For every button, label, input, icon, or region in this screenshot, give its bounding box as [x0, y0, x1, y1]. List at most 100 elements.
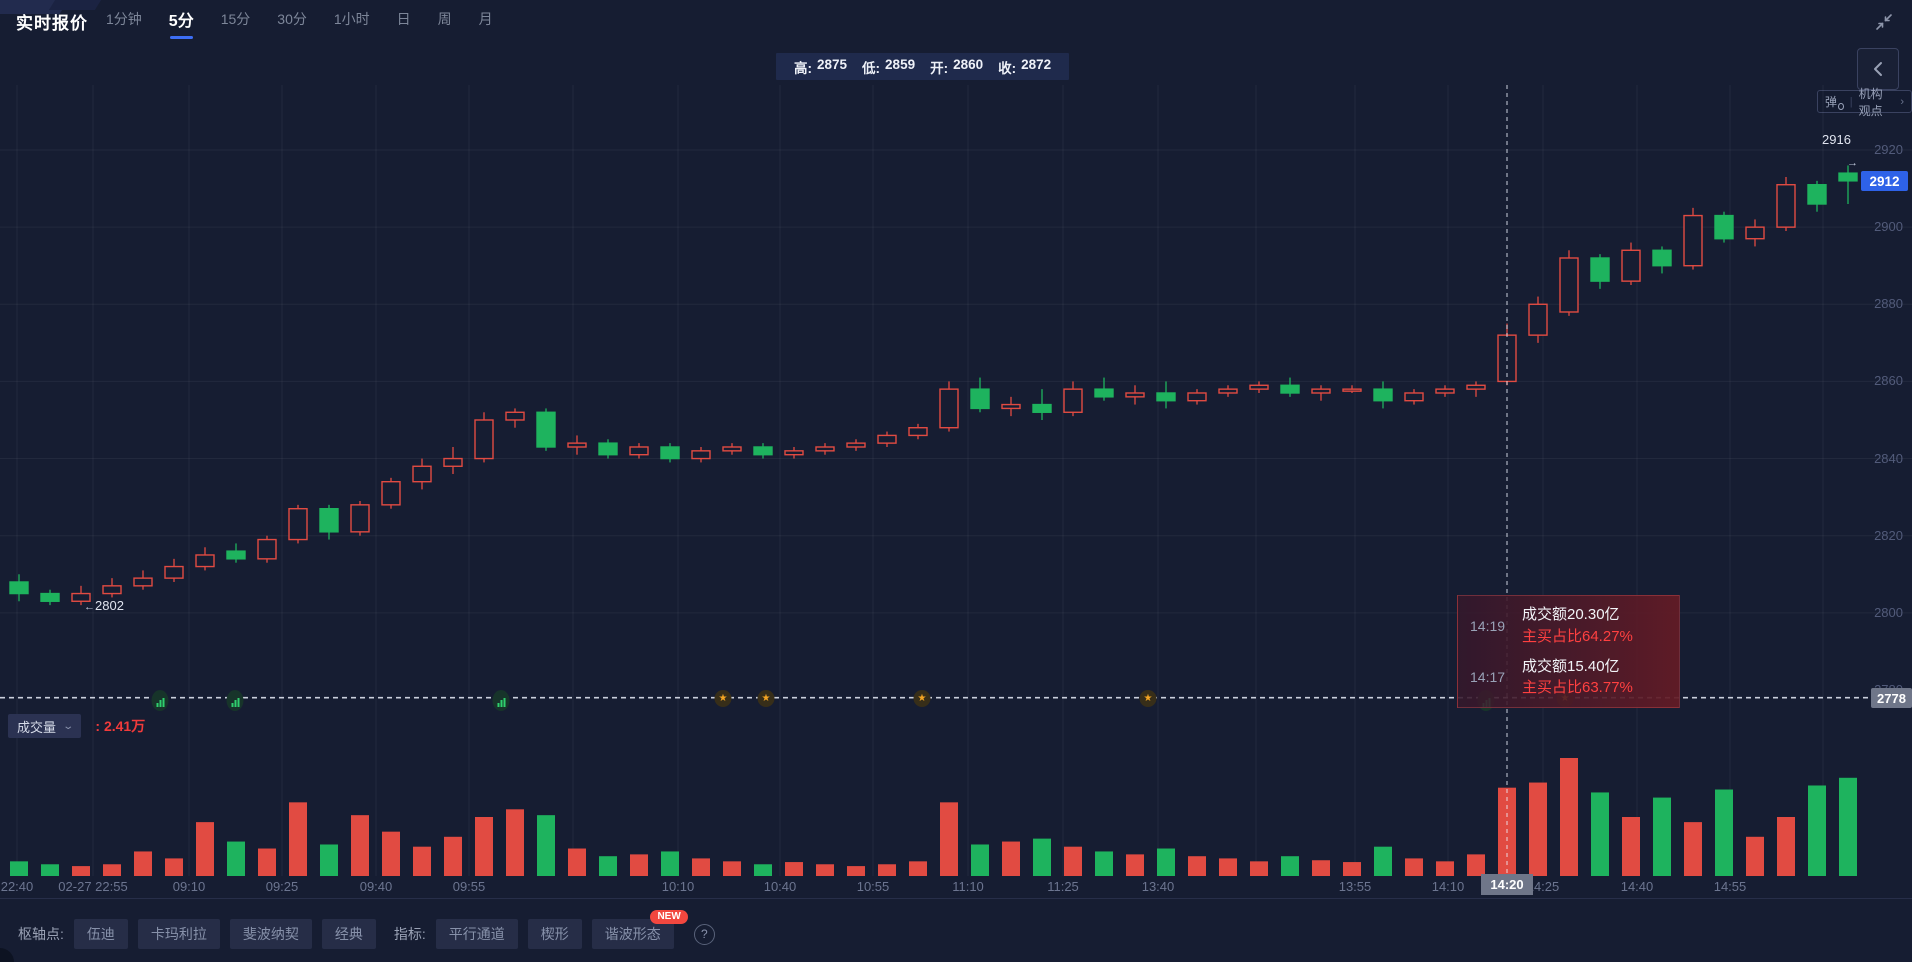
danmaku-bubble-icon: [1838, 102, 1844, 110]
event-marker-star-icon[interactable]: ★: [913, 690, 931, 707]
interval-tab[interactable]: 15分: [220, 11, 251, 27]
price-axis-label: 2800: [1874, 604, 1903, 620]
low-price-marker: ←2802: [84, 598, 124, 613]
volume-indicator-button[interactable]: 成交量 ⌄: [8, 714, 82, 738]
tooltip-turnover: 成交额15.40亿: [1522, 657, 1620, 675]
tooltip-turnover: 成交额20.30亿: [1522, 606, 1620, 623]
axis-separator: [0, 898, 1912, 899]
high-price-marker: 2916: [1822, 132, 1851, 147]
divider: |: [1849, 95, 1853, 108]
ohlc-value: 2872: [1021, 56, 1052, 72]
pivot-label: 枢轴点:: [18, 926, 64, 942]
ohlc-label: 低:: [862, 60, 881, 76]
event-marker-star-icon[interactable]: ★: [714, 690, 732, 707]
tooltip-time: 14:19: [1470, 617, 1506, 634]
institution-view-toggle[interactable]: 弹 | 机构观点 ›: [1817, 87, 1912, 118]
interval-tab[interactable]: 1分钟: [106, 11, 142, 27]
grid: [0, 85, 1912, 876]
price-axis-label: 2840: [1874, 450, 1903, 466]
event-marker-star-icon[interactable]: ★: [757, 690, 775, 707]
interval-tab[interactable]: 日: [396, 11, 411, 27]
new-badge: NEW: [650, 910, 688, 924]
ohlc-label: 收:: [998, 60, 1017, 76]
interval-tab[interactable]: 5分: [169, 7, 194, 39]
x-axis-label: 10:10: [661, 879, 695, 894]
pivot-button[interactable]: 卡玛利拉: [137, 919, 220, 949]
event-marker-star-icon[interactable]: ★: [1139, 690, 1157, 707]
x-axis-label: 11:10: [952, 879, 984, 894]
interval-tab[interactable]: 周: [437, 11, 452, 27]
x-axis-label: 14:40: [1620, 879, 1654, 894]
low-arrow-icon: ←: [84, 601, 95, 613]
pivot-button[interactable]: 经典: [321, 919, 376, 949]
price-axis-label: 2820: [1874, 527, 1903, 543]
pivot-button[interactable]: 斐波纳契: [229, 919, 312, 949]
x-axis-label: 14:55: [1713, 879, 1747, 894]
x-axis-label: 11:25: [1047, 879, 1079, 894]
growth-bars-icon: [231, 698, 239, 707]
interval-tab[interactable]: 月: [478, 11, 493, 27]
tooltip: 14:19 成交额20.30亿 主买占比64.27% 14:17 成交额15.40亿 主买…: [1457, 595, 1680, 708]
back-button[interactable]: [1857, 48, 1899, 90]
price-axis-label: 2900: [1874, 219, 1903, 235]
pivot-button[interactable]: 伍迪: [73, 919, 128, 949]
x-axis-label: 10:40: [763, 879, 797, 894]
x-axis-label: 02-27 22:55: [58, 879, 128, 894]
current-price-badge: 2912: [1861, 171, 1908, 191]
growth-bars-icon: [497, 698, 505, 707]
chevron-down-icon: ⌄: [62, 720, 75, 732]
x-axis-label: 10:55: [856, 879, 890, 894]
x-axis-label: 09:55: [452, 879, 486, 894]
ohlc-label: 开:: [930, 60, 949, 76]
event-marker-growth[interactable]: [226, 690, 244, 711]
x-axis-label: 09:40: [359, 879, 393, 894]
event-marker-growth[interactable]: [492, 690, 510, 711]
alert-price-badge: 2778: [1871, 688, 1912, 708]
help-icon[interactable]: ?: [693, 923, 715, 945]
ohlc-value: 2875: [817, 56, 848, 72]
volume-series: [10, 758, 1857, 876]
x-axis-label: 22:40: [0, 879, 34, 894]
ohlc-item: 低: 2859: [862, 57, 915, 77]
institution-view-link[interactable]: 机构观点: [1858, 86, 1883, 118]
ohlc-value: 2860: [953, 56, 984, 72]
indicator-label: 指标:: [393, 926, 426, 942]
x-axis-label: 13:55: [1338, 879, 1372, 894]
tooltip-time: 14:17: [1470, 669, 1506, 686]
candlestick-series: [9, 165, 1858, 606]
interval-tab[interactable]: 1小时: [333, 11, 370, 27]
volume-header: 成交量 ⌄ : 2.41万: [8, 714, 145, 738]
page-title: 实时报价: [16, 14, 88, 33]
x-axis-label: 14:25: [1526, 879, 1560, 894]
ohlc-value: 2859: [885, 56, 916, 72]
x-axis-label: 09:25: [265, 879, 299, 894]
growth-bars-icon: [156, 698, 164, 707]
x-axis-label: 14:10: [1431, 879, 1465, 894]
volume-value: : 2.41万: [95, 718, 146, 734]
crosshair-time-badge: 14:20: [1481, 874, 1533, 895]
tooltip-buy-ratio: 主买占比63.77%: [1522, 679, 1633, 697]
tooltip-buy-ratio: 主买占比64.27%: [1522, 627, 1633, 645]
high-arrow-icon: →: [1847, 157, 1858, 169]
interval-tabs: 1分钟 5分 15分 30分 1小时 日 周 月: [106, 0, 493, 39]
indicator-button[interactable]: 楔形: [527, 919, 582, 949]
x-axis-label: 13:40: [1141, 879, 1175, 894]
ohlc-item: 收: 2872: [998, 57, 1051, 77]
price-axis-label: 2920: [1874, 142, 1903, 157]
indicator-button[interactable]: 谐波形态 NEW: [591, 910, 688, 949]
indicator-button[interactable]: 平行通道: [435, 919, 518, 949]
x-axis-label: 09:10: [172, 879, 206, 894]
toolbar: 枢轴点: 伍迪 卡玛利拉 斐波纳契 经典 指标: 平行通道 楔形 谐波形态 NEW ?: [0, 906, 1912, 962]
ohlc-item: 开: 2860: [930, 57, 983, 77]
tooltip-row: 14:17 成交额15.40亿 主买占比63.77%: [1470, 656, 1667, 700]
tooltip-row: 14:19 成交额20.30亿 主买占比64.27%: [1470, 604, 1667, 648]
ohlc-label: 高:: [794, 60, 812, 76]
chevron-right-icon: ›: [1900, 95, 1904, 108]
interval-tab[interactable]: 30分: [277, 11, 307, 27]
danmaku-toggle[interactable]: 弹: [1825, 95, 1838, 109]
event-marker-growth[interactable]: [151, 690, 169, 711]
ohlc-item: 高: 2875: [794, 57, 847, 77]
collapse-icon[interactable]: [1872, 10, 1896, 34]
